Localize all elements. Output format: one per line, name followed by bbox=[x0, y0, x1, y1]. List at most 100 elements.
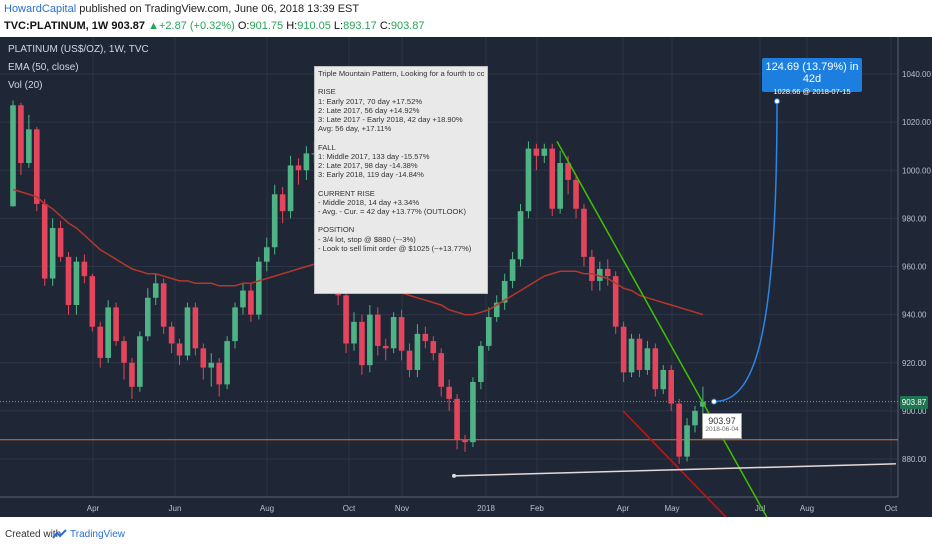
candle-up[interactable] bbox=[486, 317, 492, 346]
candle-up[interactable] bbox=[628, 338, 635, 373]
candle-down[interactable] bbox=[41, 203, 48, 279]
candle-down[interactable] bbox=[121, 341, 127, 363]
candle-up[interactable] bbox=[49, 228, 56, 279]
trendline-red[interactable] bbox=[622, 410, 728, 517]
annotation-note[interactable]: Triple Mountain Pattern, Looking for a f… bbox=[314, 66, 488, 294]
x-tick-label: Jul bbox=[755, 504, 765, 513]
candle-down[interactable] bbox=[406, 350, 413, 370]
candle-down[interactable] bbox=[248, 290, 254, 315]
candle-up[interactable] bbox=[557, 163, 563, 209]
candle-up[interactable] bbox=[208, 362, 215, 368]
candle-up[interactable] bbox=[517, 211, 524, 260]
projection-start-point[interactable] bbox=[711, 398, 717, 405]
candle-up[interactable] bbox=[597, 268, 603, 281]
candle-up[interactable] bbox=[470, 382, 476, 443]
candle-up[interactable] bbox=[224, 341, 230, 385]
candle-up[interactable] bbox=[684, 425, 690, 457]
tradingview-logo-icon[interactable] bbox=[52, 528, 68, 546]
candle-down[interactable] bbox=[160, 283, 167, 327]
candle-down[interactable] bbox=[581, 208, 587, 257]
candle-down[interactable] bbox=[398, 317, 405, 351]
candle-up[interactable] bbox=[692, 410, 698, 426]
candle-up[interactable] bbox=[287, 165, 294, 212]
candle-down[interactable] bbox=[168, 326, 175, 344]
candle-up[interactable] bbox=[184, 307, 191, 356]
candle-up[interactable] bbox=[152, 283, 159, 298]
candle-down[interactable] bbox=[589, 256, 595, 281]
candle-up[interactable] bbox=[525, 148, 532, 212]
candle-down[interactable] bbox=[573, 179, 579, 209]
candle-up[interactable] bbox=[367, 314, 373, 366]
legend-volume[interactable]: Vol (20) bbox=[8, 80, 43, 91]
trendline-green[interactable] bbox=[556, 141, 772, 517]
candle-up[interactable] bbox=[145, 297, 151, 337]
x-tick-label: Jun bbox=[169, 504, 182, 513]
candle-down[interactable] bbox=[462, 439, 468, 443]
candle-up[interactable] bbox=[303, 153, 310, 171]
candle-down[interactable] bbox=[454, 398, 460, 440]
candle-down[interactable] bbox=[382, 345, 389, 349]
candle-up[interactable] bbox=[644, 348, 651, 370]
candle-up[interactable] bbox=[493, 302, 500, 318]
candle-down[interactable] bbox=[18, 105, 24, 164]
support-line-white[interactable] bbox=[453, 463, 897, 477]
candle-down[interactable] bbox=[129, 362, 135, 387]
candle-down[interactable] bbox=[533, 148, 540, 156]
chart-area[interactable]: 1040.00 1020.00 1000.00 980.00 960.00 940.00 9… bbox=[0, 37, 932, 517]
candle-up[interactable] bbox=[501, 280, 508, 303]
candle-up[interactable] bbox=[271, 194, 278, 248]
candle-down[interactable] bbox=[438, 353, 445, 387]
candle-down[interactable] bbox=[279, 194, 286, 212]
candle-down[interactable] bbox=[343, 295, 349, 344]
candle-down[interactable] bbox=[652, 348, 659, 390]
projection-label[interactable]: 124.69 (13.79%) in 42d 1028.66 @ 2018-07… bbox=[762, 58, 862, 96]
candle-down[interactable] bbox=[549, 148, 556, 209]
candle-down[interactable] bbox=[374, 314, 381, 346]
candle-down[interactable] bbox=[176, 343, 183, 356]
candle-down[interactable] bbox=[113, 307, 119, 342]
candle-down[interactable] bbox=[81, 261, 88, 277]
candle-up[interactable] bbox=[240, 290, 246, 308]
candle-down[interactable] bbox=[200, 348, 207, 368]
candle-down[interactable] bbox=[620, 326, 627, 373]
candle-down[interactable] bbox=[636, 338, 643, 370]
legend-ema[interactable]: EMA (50, close) bbox=[8, 62, 79, 73]
candle-up[interactable] bbox=[105, 307, 111, 358]
candle-down[interactable] bbox=[422, 333, 429, 342]
candle-up[interactable] bbox=[256, 261, 262, 315]
candle-down[interactable] bbox=[612, 276, 619, 327]
candle-down[interactable] bbox=[57, 228, 64, 257]
candle-down[interactable] bbox=[97, 326, 104, 358]
candle-up[interactable] bbox=[660, 369, 667, 390]
projection-end-point[interactable] bbox=[774, 98, 780, 105]
candle-down[interactable] bbox=[604, 268, 611, 277]
candle-up[interactable] bbox=[390, 317, 397, 349]
candle-up[interactable] bbox=[137, 336, 143, 387]
candle-down[interactable] bbox=[192, 307, 199, 349]
author-link[interactable]: HowardCapital bbox=[4, 3, 77, 15]
candle-up[interactable] bbox=[232, 307, 238, 342]
candle-up[interactable] bbox=[263, 247, 270, 262]
support-line-anchor[interactable] bbox=[452, 473, 456, 478]
candle-down[interactable] bbox=[668, 369, 674, 404]
candle-down[interactable] bbox=[33, 129, 40, 204]
candle-down[interactable] bbox=[565, 163, 571, 180]
candle-down[interactable] bbox=[430, 341, 437, 354]
candle-down[interactable] bbox=[446, 386, 452, 399]
candle-up[interactable] bbox=[73, 261, 80, 305]
candle-up[interactable] bbox=[478, 345, 484, 382]
footer-brand-link[interactable]: TradingView bbox=[70, 529, 126, 540]
candle-up[interactable] bbox=[26, 129, 32, 164]
candle-down[interactable] bbox=[89, 276, 96, 327]
projection-curve[interactable] bbox=[713, 101, 778, 403]
candle-up[interactable] bbox=[509, 259, 516, 281]
candle-down[interactable] bbox=[216, 362, 222, 385]
candle-down[interactable] bbox=[676, 403, 682, 457]
candle-up[interactable] bbox=[414, 333, 421, 370]
candle-down[interactable] bbox=[65, 256, 72, 305]
candle-down[interactable] bbox=[359, 321, 365, 366]
candle-up[interactable] bbox=[351, 321, 357, 344]
candle-up[interactable] bbox=[541, 148, 548, 156]
candle-down[interactable] bbox=[295, 165, 302, 171]
candle-up[interactable] bbox=[10, 105, 16, 207]
